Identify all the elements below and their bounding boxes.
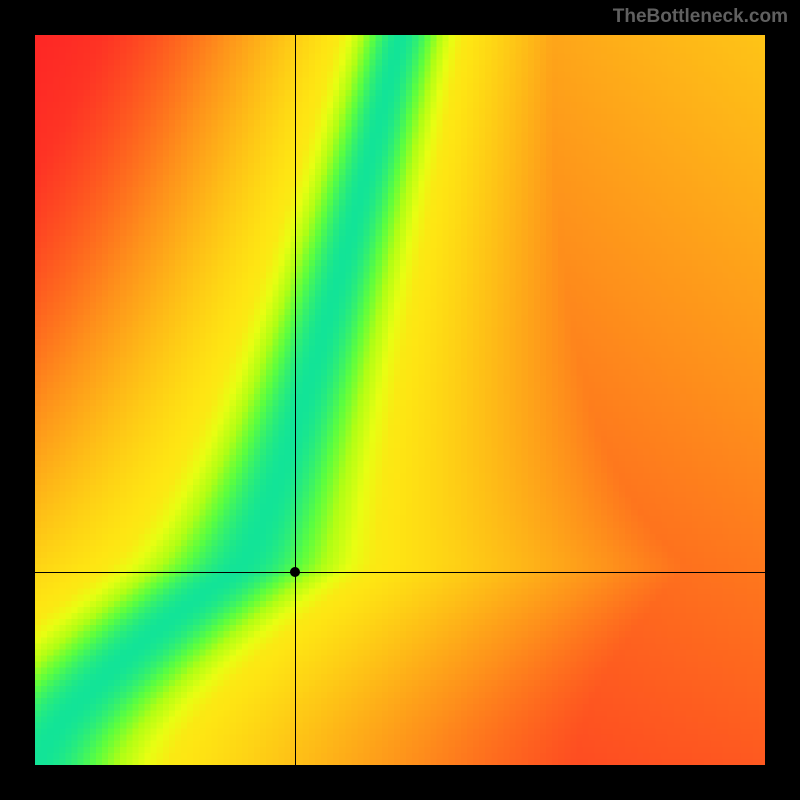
heatmap-plot (35, 35, 765, 765)
crosshair-horizontal (35, 572, 765, 573)
watermark: TheBottleneck.com (613, 6, 788, 28)
crosshair-vertical (295, 35, 296, 765)
marker-dot (290, 567, 300, 577)
heatmap-canvas (35, 35, 765, 765)
